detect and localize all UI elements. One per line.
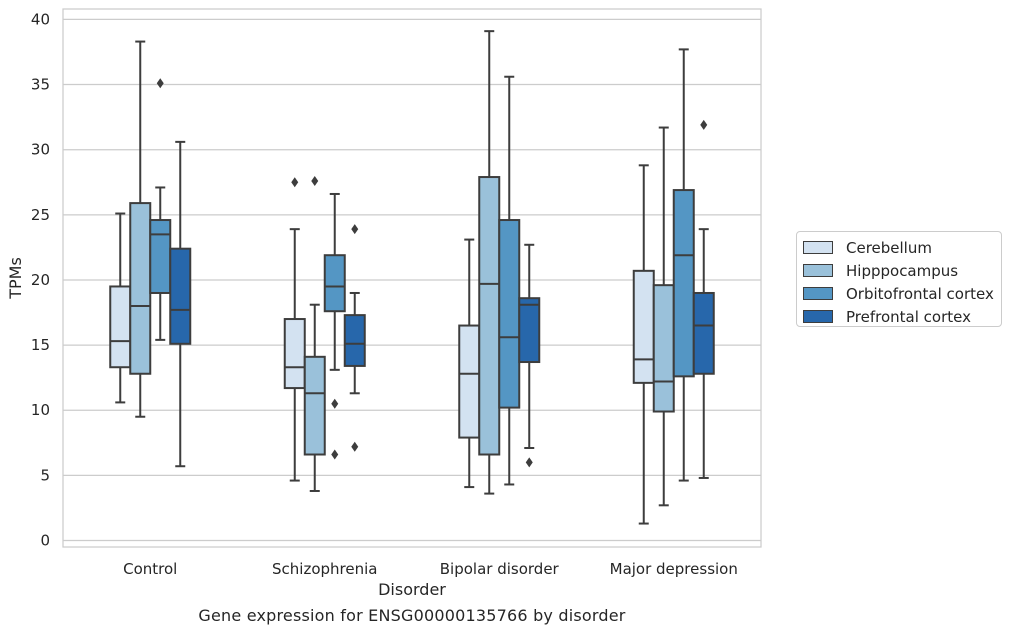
y-axis-label: TPMs — [6, 257, 25, 300]
box-prefrontal-cortex — [518, 243, 541, 468]
box-body — [149, 219, 172, 294]
outlier-point — [351, 441, 359, 452]
chart-caption: Gene expression for ENSG00000135766 by d… — [198, 606, 626, 625]
legend: Cerebellum Hipppocampus Orbitofrontal cort… — [796, 231, 1002, 327]
box-body — [498, 219, 521, 409]
box-body — [672, 189, 695, 378]
y-tick-label: 20 — [31, 271, 50, 289]
box-body — [692, 291, 715, 375]
box-body — [323, 254, 346, 313]
y-axis-ticks: 0 5 10 15 20 25 30 35 40 — [31, 10, 50, 549]
legend-label: Cerebellum — [846, 238, 932, 257]
y-tick-label: 15 — [31, 336, 50, 354]
plot-frame — [62, 8, 762, 548]
x-tick-label: Schizophrenia — [272, 560, 377, 578]
y-tick-label: 40 — [31, 10, 50, 28]
box-cerebellum — [458, 238, 481, 489]
outlier-point — [156, 78, 164, 89]
outlier-point — [525, 457, 533, 468]
legend-item: Orbitofrontal cortex — [803, 282, 1001, 305]
box-orbitofrontal-cortex — [323, 192, 346, 460]
box-prefrontal-cortex — [169, 140, 192, 468]
legend-swatch — [803, 264, 833, 277]
box-body — [478, 176, 501, 456]
legend-item: Prefrontal cortex — [803, 305, 1001, 328]
legend-swatch — [803, 287, 833, 300]
x-tick-label: Major depression — [610, 560, 738, 578]
box-body — [303, 355, 326, 456]
y-tick-label: 10 — [31, 401, 50, 419]
legend-label: Orbitofrontal cortex — [846, 284, 994, 303]
box-hipppocampus — [478, 30, 501, 495]
box-prefrontal-cortex — [692, 119, 715, 479]
y-tick-label: 30 — [31, 141, 50, 159]
box-body — [518, 297, 541, 364]
box-body — [343, 314, 366, 367]
legend-item: Cerebellum — [803, 236, 1001, 259]
y-tick-label: 0 — [40, 531, 50, 549]
box-hipppocampus — [129, 40, 152, 418]
y-tick-label: 5 — [40, 466, 50, 484]
box-cerebellum — [283, 177, 306, 482]
box-orbitofrontal-cortex — [498, 75, 521, 486]
box-body — [129, 202, 152, 375]
box-body — [652, 284, 675, 413]
x-tick-label: Bipolar disorder — [440, 560, 560, 578]
outlier-point — [351, 224, 359, 235]
legend-swatch — [803, 310, 833, 323]
legend-label: Hipppocampus — [846, 261, 959, 280]
box-orbitofrontal-cortex — [672, 48, 695, 482]
box-body — [169, 247, 192, 345]
x-tick-label: Control — [123, 560, 177, 578]
legend-swatch — [803, 241, 833, 254]
legend-item: Hipppocampus — [803, 259, 1001, 282]
box-hipppocampus — [303, 175, 326, 492]
box-orbitofrontal-cortex — [149, 78, 172, 341]
box-body — [632, 269, 655, 384]
y-tick-label: 25 — [31, 206, 50, 224]
outlier-point — [311, 175, 319, 186]
outlier-point — [700, 119, 708, 130]
boxes — [109, 30, 715, 525]
x-axis-label: Disorder — [378, 580, 446, 599]
box-body — [109, 285, 132, 369]
x-axis-ticks: Control Schizophrenia Bipolar disorder Majo… — [123, 560, 738, 578]
y-tick-label: 35 — [31, 76, 50, 94]
box-cerebellum — [109, 212, 132, 404]
box-cerebellum — [632, 164, 655, 525]
box-body — [458, 324, 481, 439]
box-hipppocampus — [652, 126, 675, 507]
legend-label: Prefrontal cortex — [846, 307, 971, 326]
outlier-point — [291, 177, 299, 188]
box-body — [283, 318, 306, 390]
outlier-point — [331, 398, 339, 409]
box-prefrontal-cortex — [343, 224, 366, 452]
outlier-point — [331, 449, 339, 460]
